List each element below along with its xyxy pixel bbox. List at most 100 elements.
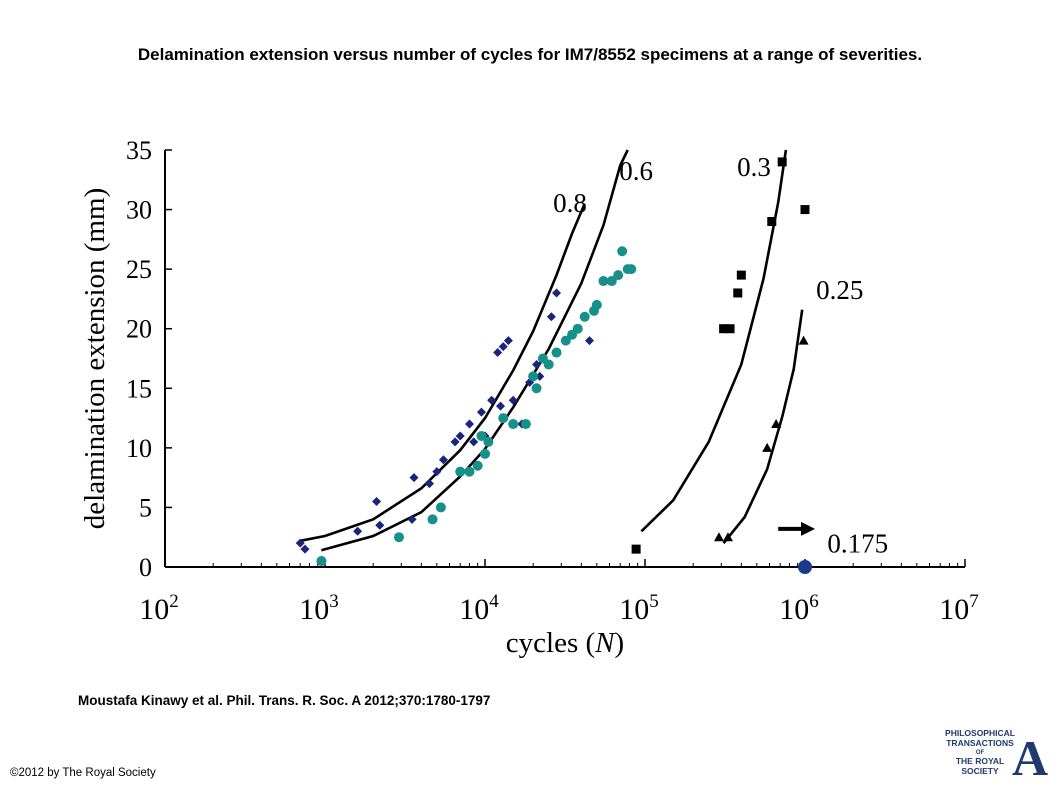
data-point-circle bbox=[427, 514, 438, 525]
x-tick-label: 107 bbox=[939, 591, 979, 626]
data-point-diamond bbox=[546, 312, 556, 322]
data-point-diamond bbox=[295, 538, 305, 548]
data-point-circle bbox=[579, 311, 590, 322]
chart-markers bbox=[295, 157, 812, 574]
annotation-label: 0.175 bbox=[827, 529, 888, 559]
data-point-triangle bbox=[771, 419, 782, 429]
data-point-circle bbox=[508, 419, 519, 430]
data-point-diamond bbox=[493, 348, 503, 358]
data-point-diamond bbox=[464, 419, 474, 429]
data-point-diamond bbox=[409, 473, 419, 483]
logo-text-line: THE ROYAL bbox=[956, 756, 1004, 766]
y-tick-label: 20 bbox=[126, 315, 152, 344]
data-point-diamond bbox=[487, 395, 497, 405]
data-point-diamond bbox=[375, 520, 385, 530]
chart-labels: 0.8 0.6 0.3 0.25 0.175 bbox=[553, 152, 888, 558]
data-point-square bbox=[725, 324, 735, 334]
data-point-circle bbox=[531, 383, 542, 394]
y-tick-label: 0 bbox=[139, 553, 152, 582]
data-point-diamond bbox=[496, 401, 506, 411]
data-point-square bbox=[719, 324, 729, 334]
data-point-square bbox=[736, 270, 746, 280]
figure-title: Delamination extension versus number of … bbox=[137, 45, 923, 64]
fit-curve-0.3 bbox=[640, 149, 788, 533]
y-axis-label: delamination extension (mm) bbox=[79, 188, 111, 529]
x-tick-label: 103 bbox=[299, 591, 339, 626]
data-point-diamond bbox=[508, 395, 518, 405]
curve-label: 0.6 bbox=[619, 156, 653, 186]
data-point-circle bbox=[606, 276, 617, 287]
copyright: ©2012 by The Royal Society bbox=[10, 767, 156, 779]
data-point-square bbox=[800, 205, 810, 215]
data-point-circle bbox=[455, 466, 466, 477]
fit-curve-0.8 bbox=[299, 203, 586, 543]
data-point-circle bbox=[480, 448, 490, 459]
data-point-circle bbox=[617, 246, 628, 257]
data-point-square bbox=[767, 216, 777, 226]
fit-curve-0.25 bbox=[722, 309, 804, 545]
data-point-diamond bbox=[476, 407, 486, 417]
data-point-circle bbox=[520, 419, 531, 430]
logo-text-line: OF bbox=[976, 750, 985, 756]
curve-label: 0.3 bbox=[737, 152, 771, 182]
data-point-diamond bbox=[407, 514, 417, 524]
y-tick-label: 10 bbox=[126, 434, 152, 463]
data-point-triangle bbox=[722, 532, 733, 542]
chart-curves bbox=[299, 149, 804, 552]
x-tick-label: 102 bbox=[139, 591, 179, 626]
data-point-circle bbox=[435, 502, 446, 513]
data-point-circle bbox=[572, 323, 583, 334]
data-point-diamond bbox=[532, 359, 542, 369]
data-point-circle bbox=[613, 270, 624, 281]
curve-label: 0.8 bbox=[553, 188, 587, 218]
data-point-diamond bbox=[425, 479, 435, 489]
data-point-diamond bbox=[503, 336, 513, 346]
x-tick-label: 104 bbox=[459, 591, 499, 626]
logo-text-line: SOCIETY bbox=[961, 766, 999, 776]
data-point-circle bbox=[472, 460, 483, 471]
x-axis-label: cycles (N) bbox=[506, 627, 624, 659]
fit-curve-0.6 bbox=[321, 149, 629, 552]
data-point-circle bbox=[476, 430, 487, 441]
data-point-diamond bbox=[300, 544, 310, 554]
citation: Moustafa Kinawy et al. Phil. Trans. R. S… bbox=[78, 693, 491, 708]
data-point-diamond bbox=[438, 455, 448, 465]
x-tick-label: 106 bbox=[779, 591, 819, 626]
curve-label: 0.25 bbox=[816, 275, 863, 305]
data-point-circle bbox=[483, 436, 494, 447]
chart-axes: 0 5 10 15 20 25 30 35 102 103 104 105 106 107 cycles (… bbox=[79, 136, 979, 659]
data-point-circle bbox=[528, 371, 539, 382]
data-point-square bbox=[733, 288, 743, 298]
data-point-square bbox=[777, 157, 787, 167]
data-point-circle bbox=[316, 556, 327, 567]
data-point-square bbox=[631, 544, 641, 554]
y-tick-label: 15 bbox=[126, 374, 152, 403]
data-point-diamond bbox=[372, 496, 382, 506]
arrow-head bbox=[801, 521, 815, 536]
logo-letter: A bbox=[1012, 730, 1048, 780]
data-point-circle bbox=[393, 532, 404, 543]
data-point-circle bbox=[543, 359, 554, 370]
data-point-circle bbox=[498, 413, 509, 424]
data-point-triangle bbox=[762, 442, 773, 452]
data-point-diamond bbox=[455, 431, 465, 441]
data-point-circle bbox=[598, 276, 609, 287]
data-point-diamond bbox=[585, 336, 595, 346]
data-point-triangle bbox=[713, 532, 724, 542]
y-tick-label: 35 bbox=[126, 136, 152, 165]
y-tick-label: 25 bbox=[126, 255, 152, 284]
data-point-circle bbox=[626, 264, 637, 275]
logo-text-line: PHILOSOPHICAL bbox=[945, 728, 1015, 738]
data-point-circle bbox=[551, 347, 562, 358]
y-tick-label: 5 bbox=[139, 493, 152, 522]
data-point-circle bbox=[464, 466, 475, 477]
data-point-runout bbox=[798, 560, 812, 574]
x-tick-label: 105 bbox=[619, 591, 659, 626]
data-point-circle bbox=[560, 335, 571, 346]
data-point-diamond bbox=[432, 467, 442, 477]
logo-text-line: TRANSACTIONS bbox=[946, 738, 1014, 748]
data-point-diamond bbox=[498, 342, 508, 352]
data-point-diamond bbox=[469, 437, 479, 447]
